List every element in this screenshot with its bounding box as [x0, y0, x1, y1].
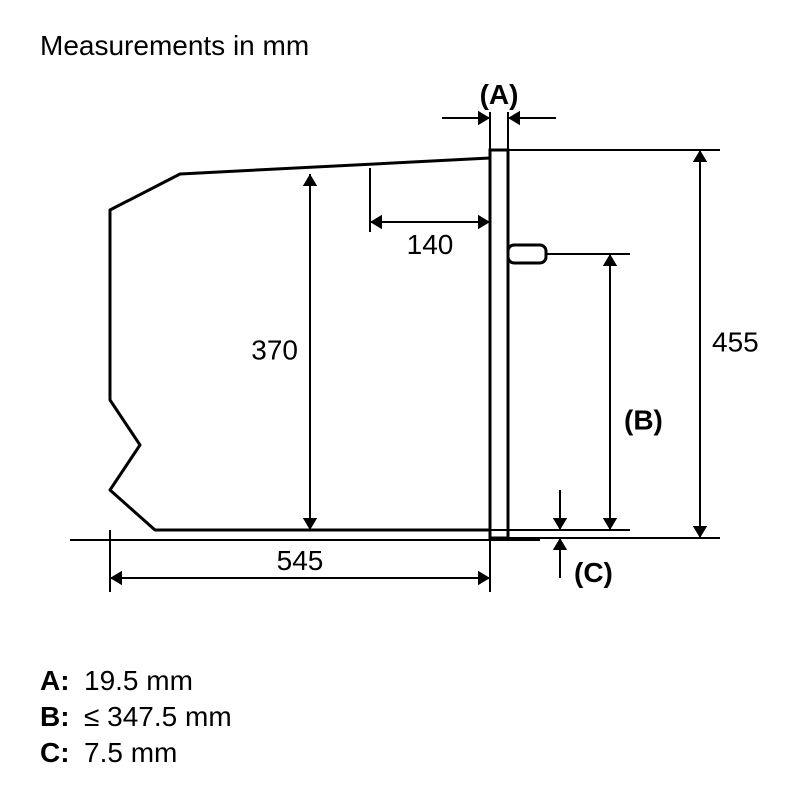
front-panel	[490, 150, 508, 538]
title: Measurements in mm	[40, 30, 309, 61]
dim-depth: 545	[277, 545, 324, 576]
legend-val-A: 19.5 mm	[84, 665, 193, 696]
legend-key-B: B:	[40, 701, 70, 732]
legend-key-C: C:	[40, 737, 70, 768]
dimension-drawing: Measurements in mm 545 370 140 455 (B) (A) (C) A…	[0, 0, 800, 800]
handle	[508, 245, 546, 263]
appliance-outline	[110, 158, 490, 530]
dim-label-b: (B)	[624, 404, 663, 435]
dim-label-c: (C)	[574, 557, 613, 588]
legend-val-C: 7.5 mm	[84, 737, 177, 768]
legend-key-A: A:	[40, 665, 70, 696]
dim-body-height: 370	[251, 334, 298, 365]
dim-label-a: (A)	[480, 79, 519, 110]
dim-inset: 140	[407, 229, 454, 260]
dim-total-height: 455	[712, 326, 759, 357]
legend-val-B: ≤ 347.5 mm	[84, 701, 232, 732]
